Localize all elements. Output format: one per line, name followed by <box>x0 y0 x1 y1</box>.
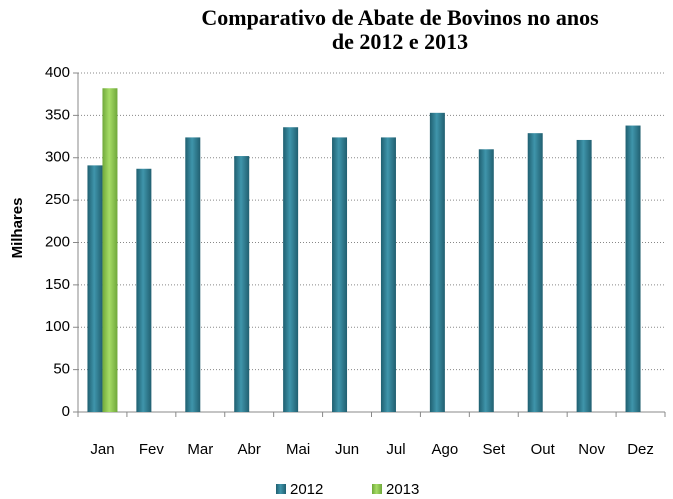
x-tick-label: Abr <box>238 441 261 458</box>
x-tick-label: Mai <box>286 441 310 458</box>
bar <box>234 156 250 412</box>
x-tick-label: Jan <box>90 441 114 458</box>
x-tick-label: Out <box>531 441 556 458</box>
y-axis-label: Milhares <box>9 198 26 259</box>
x-tick-label: Mar <box>187 441 213 458</box>
bar <box>185 137 201 412</box>
x-tick-label: Set <box>483 441 506 458</box>
x-tick-label: Nov <box>578 441 605 458</box>
bar <box>332 137 348 412</box>
bar <box>429 112 445 413</box>
bar <box>625 125 641 413</box>
bar <box>478 149 494 412</box>
y-tick-label: 300 <box>45 149 70 166</box>
y-tick-label: 200 <box>45 233 70 250</box>
bar <box>87 165 103 412</box>
x-tick-label: Jul <box>386 441 405 458</box>
x-tick-label: Jun <box>335 441 359 458</box>
y-tick-label: 350 <box>45 106 70 123</box>
x-tick-label: Dez <box>627 441 654 458</box>
y-tick-label: 50 <box>53 361 70 378</box>
legend-label: 2013 <box>386 481 419 498</box>
bar <box>102 88 118 412</box>
bar <box>527 133 543 413</box>
bar <box>283 127 299 413</box>
bar <box>136 168 152 412</box>
y-tick-label: 100 <box>45 318 70 335</box>
legend-label: 2012 <box>290 481 323 498</box>
y-tick-label: 250 <box>45 191 70 208</box>
legend-swatch <box>372 484 382 494</box>
x-tick-label: Ago <box>432 441 459 458</box>
legend-swatch <box>276 484 286 494</box>
y-tick-label: 0 <box>62 403 70 420</box>
y-tick-label: 150 <box>45 276 70 293</box>
x-tick-label: Fev <box>139 441 165 458</box>
bar <box>576 139 592 412</box>
y-tick-label: 400 <box>45 64 70 81</box>
chart-title: Comparativo de Abate de Bovinos no anos … <box>201 5 599 54</box>
bar <box>380 137 396 412</box>
